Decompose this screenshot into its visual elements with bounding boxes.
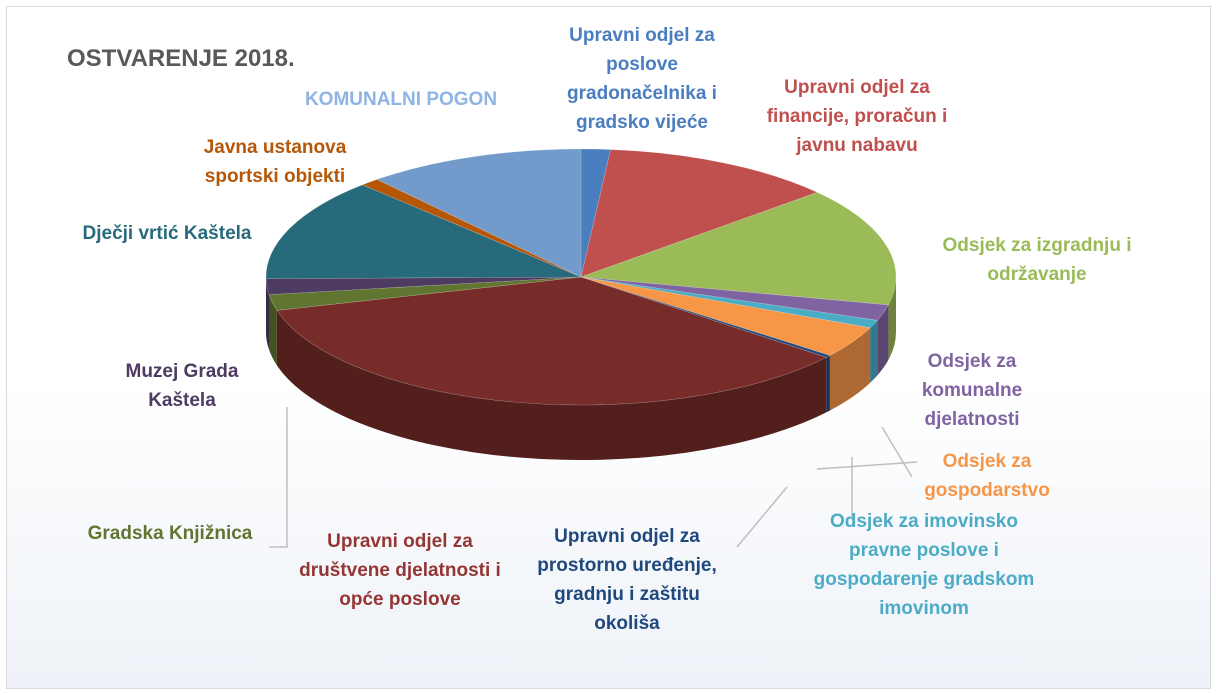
- slice: [265, 276, 582, 295]
- slice: [276, 276, 828, 406]
- slice-label: Muzej Grada Kaštela: [125, 361, 239, 411]
- slice: [361, 179, 582, 278]
- leader-line: [881, 426, 913, 478]
- slice-label: Odsjek za imovinsko pravne poslove i gos…: [813, 511, 1035, 619]
- slice: [580, 276, 871, 356]
- slice-label: Javna ustanova sportski objekti: [203, 137, 347, 187]
- slice-label: Upravni odjel za prostorno uređenje, gra…: [537, 526, 717, 634]
- chart-title: OSTVARENJE 2018.: [67, 45, 295, 72]
- slice-label: Dječji vrtić Kaštela: [82, 223, 252, 244]
- leader-line: [269, 407, 288, 548]
- slice: [268, 276, 582, 311]
- pie-canvas: [265, 148, 918, 548]
- slice-label: Upravni odjel za društvene djelatnosti i…: [299, 531, 501, 610]
- leader-line: [736, 486, 788, 548]
- slice: [580, 276, 878, 329]
- slice-side: [888, 277, 896, 360]
- slice-label: Upravni odjel za poslove gradonačelnika …: [567, 25, 717, 133]
- slice-side: [826, 355, 830, 413]
- slice-label: Odsjek za komunalne djelatnosti: [921, 351, 1023, 430]
- slice: [580, 149, 819, 278]
- slice: [580, 276, 831, 358]
- slice: [376, 148, 582, 278]
- slice-side: [877, 304, 889, 376]
- slice-label: KOMUNALNI POGON: [304, 89, 498, 110]
- slice-side: [276, 310, 827, 460]
- slice: [265, 184, 582, 279]
- slice-side: [829, 327, 871, 411]
- slice-label: Odsjek za gospodarstvo: [924, 451, 1050, 501]
- chart: OSTVARENJE 2018. Upravni odjel za poslov…: [6, 6, 1211, 689]
- slice-label: Odsjek za izgradnju i održavanje: [942, 235, 1132, 285]
- slice-side: [870, 320, 878, 383]
- slice-label: Upravni odjel za financije, proračun i j…: [766, 77, 948, 156]
- slice: [580, 276, 889, 321]
- slice: [580, 192, 897, 306]
- slice: [580, 148, 612, 278]
- slice-side: [266, 278, 270, 350]
- leader-line: [816, 461, 918, 470]
- slice-label: Gradska Knjižnica: [87, 523, 253, 544]
- slice-side: [269, 294, 277, 366]
